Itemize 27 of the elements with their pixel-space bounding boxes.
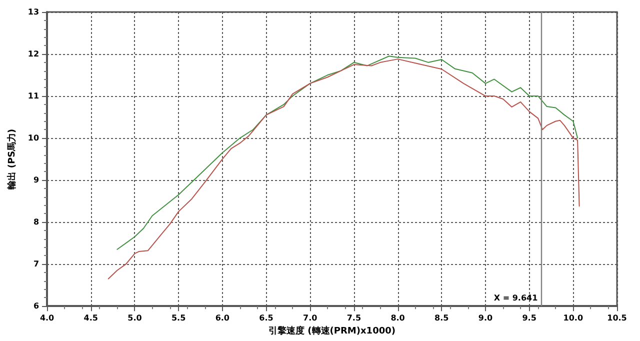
x-tick-label: 6.5: [259, 314, 274, 323]
y-axis-title: 輸出 (PS馬力): [6, 128, 18, 190]
y-tick-label: 11: [28, 92, 40, 101]
line-series: [116, 56, 578, 250]
x-tick-label: 4.5: [84, 314, 98, 323]
y-tick-label: 9: [33, 176, 40, 185]
x-tick-label: 10.5: [607, 314, 628, 323]
x-tick-label: 9.5: [522, 314, 537, 323]
x-tick-label: 10.0: [563, 314, 584, 323]
x-tick-label: 5.5: [171, 314, 186, 323]
x-tick-label: 7.0: [303, 314, 318, 323]
x-axis-title: 引擎速度 (轉速(PRM)x1000): [268, 326, 396, 336]
x-tick-label: 4.0: [40, 314, 55, 323]
x-tick-label: 8.0: [390, 314, 406, 323]
y-tick-label: 13: [28, 8, 40, 16]
x-tick-label: 7.5: [346, 314, 362, 323]
ref-line-label: X = 9.641: [494, 294, 538, 303]
y-tick-label: 8: [33, 218, 40, 227]
x-tick-label: 9.0: [478, 314, 493, 323]
x-tick-label: 6.0: [215, 314, 230, 323]
y-tick-label: 10: [28, 134, 40, 143]
y-tick-label: 12: [28, 50, 40, 59]
x-tick-label: 8.5: [434, 314, 450, 323]
y-tick-label: 6: [33, 302, 40, 311]
y-tick-label: 7: [33, 260, 40, 269]
x-tick-label: 5.0: [128, 314, 142, 323]
line-series: [108, 58, 580, 280]
